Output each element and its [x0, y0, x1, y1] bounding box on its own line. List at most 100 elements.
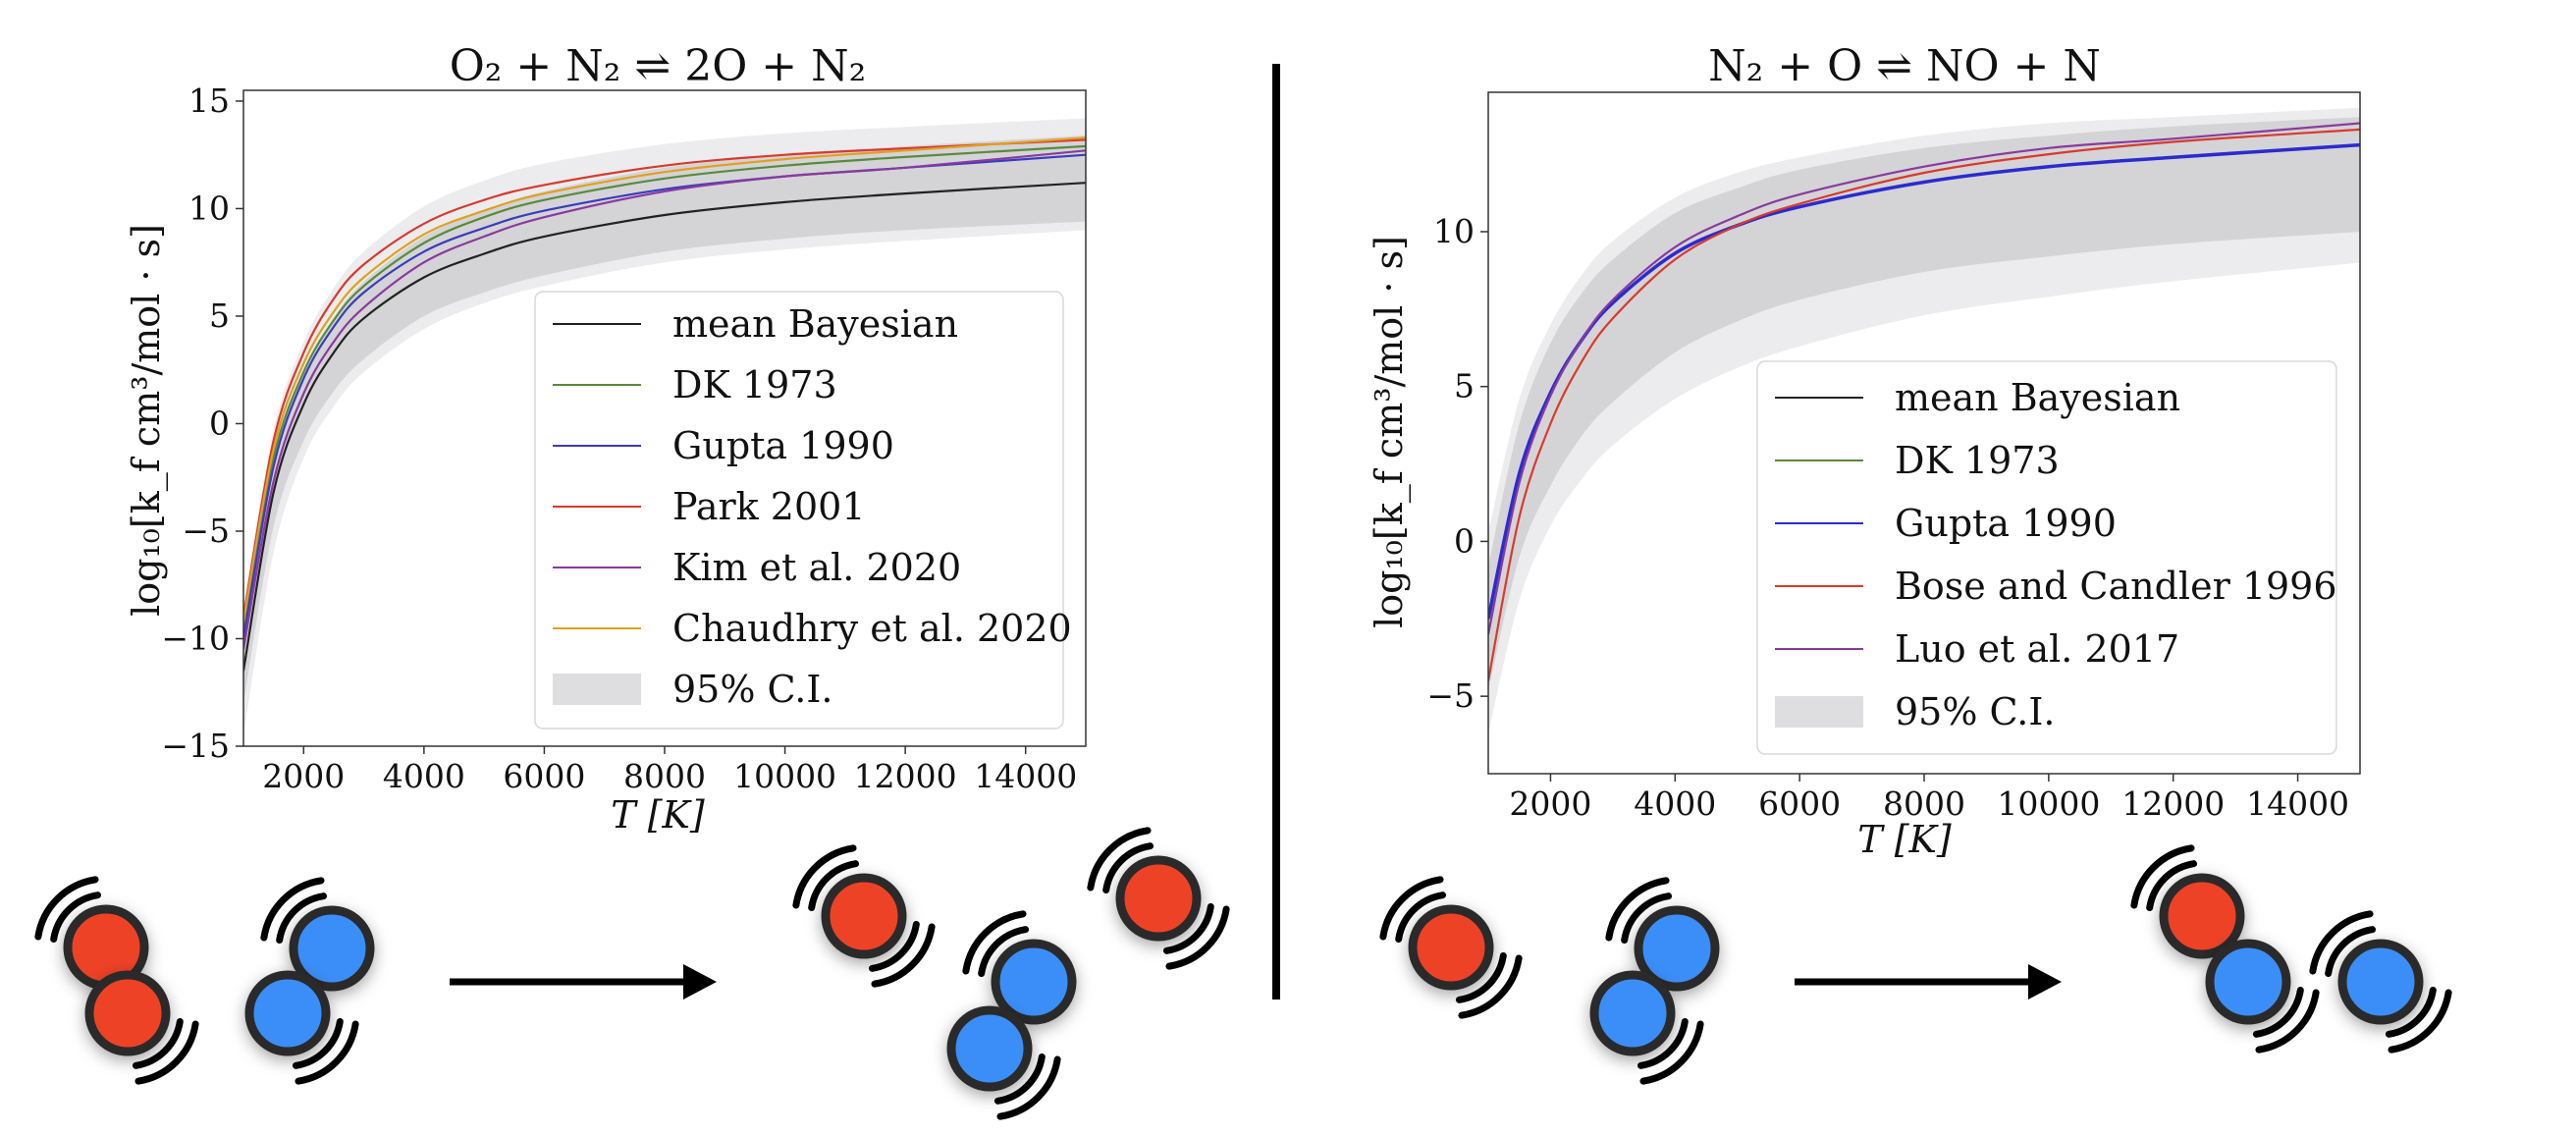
vibration-mark	[1455, 951, 1507, 1003]
y-tick-label: 5	[1454, 367, 1475, 405]
chart-2-plot-area: 2000 4000 6000 8000 10000 12000 14000 −5 0 5 10 mea…	[1426, 91, 2361, 823]
oxygen-atom	[84, 970, 171, 1056]
x-tick-label: 6000	[503, 757, 585, 795]
y-tick-label: −15	[161, 727, 230, 765]
series-line-luo-et-al-2017	[1488, 122, 2360, 635]
series-line-dk-1973	[243, 144, 1086, 628]
vibration-mark	[2252, 986, 2304, 1038]
legend-box	[534, 291, 1064, 730]
vibration-mark	[1639, 1020, 1704, 1085]
x-tick-label: 14000	[974, 757, 1077, 795]
oxygen-atom	[2159, 873, 2245, 959]
reaction-1-illustration	[34, 827, 1230, 1120]
x-tick-label: 10000	[733, 757, 836, 795]
nitrogen-atom	[1634, 905, 1720, 992]
vibration-mark	[996, 1055, 1061, 1120]
reaction-arrow-head	[683, 964, 717, 1000]
vibration-mark	[1395, 892, 1447, 944]
legend-entry: DK 1973	[1895, 439, 2060, 482]
x-tick-label: 2000	[262, 757, 345, 795]
x-tick-label: 14000	[2246, 784, 2349, 823]
nitrogen-atom	[289, 905, 375, 992]
chart-2-title: N₂ + O ⇌ NO + N	[1708, 41, 2101, 91]
legend-entry: Bose and Candler 1996	[1895, 565, 2337, 608]
y-tick-label: 5	[209, 297, 230, 335]
vibration-mark	[2309, 910, 2374, 975]
vibration-mark	[1165, 905, 1230, 970]
vibration-mark	[1605, 877, 1670, 942]
vibration-mark	[34, 876, 99, 941]
vibration-mark	[993, 1053, 1046, 1105]
chart-1-plot-area: 2000 4000 6000 8000 10000 12000 14000 −15 −10 −5 0…	[161, 81, 1087, 795]
series-line-kim-et-al-2020	[243, 149, 1086, 650]
y-tick-label: 0	[209, 404, 230, 442]
legend-entry: 95% C.I.	[1895, 690, 2055, 733]
x-tick-label: 8000	[623, 757, 706, 795]
legend-entry: Chaudhry et al. 2020	[672, 607, 1072, 650]
vibration-mark	[260, 877, 325, 942]
vibration-mark	[792, 844, 857, 909]
vibration-mark	[2255, 989, 2320, 1054]
y-tick-label: 0	[1454, 521, 1475, 560]
legend-entry: 95% C.I.	[672, 668, 832, 711]
legend-entry: mean Bayesian	[672, 302, 958, 346]
x-tick-label: 2000	[1509, 784, 1591, 823]
y-tick-label: −10	[161, 619, 230, 657]
series-line-chaudhry-et-al-2020	[243, 136, 1086, 622]
legend: mean Bayesian DK 1973 Gupta 1990 Bose and C…	[1756, 360, 2337, 755]
vibration-mark	[978, 926, 1030, 978]
series-line-bose-and-candler-1996	[1488, 128, 2360, 681]
y-tick-label: −5	[1426, 676, 1475, 715]
vibration-mark	[1087, 827, 1152, 892]
nitrogen-atom	[1589, 970, 1676, 1056]
chart-2-xlabel: T [K]	[1857, 818, 1952, 861]
oxygen-atom	[1408, 904, 1494, 991]
chart-1-xlabel: T [K]	[611, 793, 705, 837]
vibration-mark	[295, 1020, 359, 1085]
x-tick-label: 8000	[1883, 784, 1965, 823]
vibration-mark	[962, 910, 1027, 975]
legend-entry: Gupta 1990	[672, 424, 894, 467]
x-tick-label: 10000	[1997, 784, 2100, 823]
vibration-mark	[132, 1017, 184, 1069]
y-tick-label: −5	[182, 512, 230, 550]
vibration-mark	[2146, 860, 2198, 912]
legend-entry: Kim et al. 2020	[672, 546, 961, 589]
x-tick-label: 6000	[1758, 784, 1841, 823]
x-tick-label: 4000	[383, 757, 465, 795]
series-line-park-2001	[243, 138, 1086, 618]
chart-1-ylabel: log₁₀[k_f cm³/mol · s]	[125, 224, 169, 617]
reaction-arrow-head	[2028, 964, 2062, 1000]
vibration-mark	[50, 892, 102, 944]
vibration-mark	[1162, 902, 1214, 954]
vibration-mark	[292, 1017, 344, 1069]
vibration-mark	[808, 860, 860, 912]
vibration-mark	[134, 1020, 199, 1085]
chart-2-ylabel: log₁₀[k_f cm³/mol · s]	[1368, 236, 1412, 628]
nitrogen-atom	[2205, 939, 2291, 1025]
vibration-mark	[1637, 1017, 1689, 1069]
vibration-mark	[1379, 876, 1444, 941]
vibration-mark	[2385, 986, 2437, 1038]
legend-swatch	[1775, 696, 1863, 728]
legend-entry: Park 2001	[672, 485, 866, 528]
ci-inner-band	[1488, 117, 2360, 690]
chart-1: O₂ + N₂ ⇌ 2O + N₂ 2000 4000 6000 8000 10000 1…	[125, 41, 1087, 837]
x-tick-label: 12000	[854, 757, 957, 795]
vibration-mark	[2388, 989, 2452, 1054]
chart-2: N₂ + O ⇌ NO + N 2000 4000 6000 8000 10000 120…	[1368, 41, 2361, 861]
y-tick-label: 10	[188, 189, 230, 227]
nitrogen-atom	[244, 970, 331, 1056]
legend-entry: Gupta 1990	[1895, 502, 2117, 545]
legend-entry: mean Bayesian	[1895, 376, 2180, 419]
oxygen-atom	[1115, 855, 1202, 942]
chart-1-title: O₂ + N₂ ⇌ 2O + N₂	[450, 41, 867, 91]
y-tick-label: 15	[188, 81, 230, 120]
vibration-mark	[1458, 954, 1523, 1019]
x-tick-label: 4000	[1634, 784, 1716, 823]
legend-entry: DK 1973	[672, 363, 837, 406]
reaction-2-illustration	[1379, 844, 2452, 1085]
vibration-mark	[1621, 892, 1673, 945]
nitrogen-atom	[991, 939, 1077, 1025]
